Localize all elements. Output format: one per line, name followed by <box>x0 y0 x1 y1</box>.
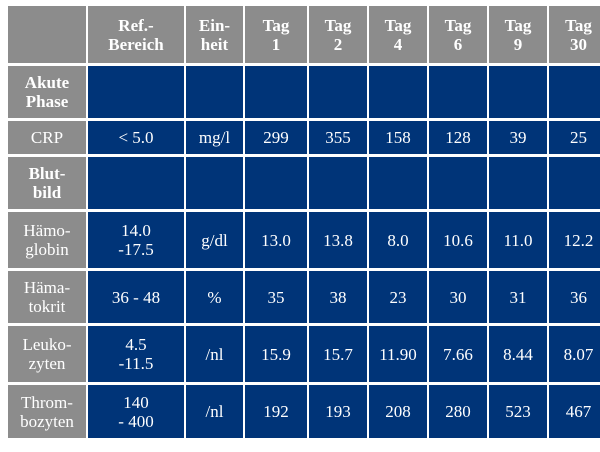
table-cell: 35 <box>245 271 307 323</box>
row-label: Leuko- zyten <box>8 326 86 382</box>
table-cell: 36 - 48 <box>88 271 184 323</box>
section-label: Akute Phase <box>8 66 86 118</box>
lab-values-table: Ref.- Bereich Ein- heit Tag 1 Tag 2 Tag 4 Tag… <box>8 6 600 440</box>
table-cell: 12.2 <box>549 212 600 268</box>
table-cell: g/dl <box>186 212 243 268</box>
table-cell <box>549 157 600 209</box>
row-label: Häma- tokrit <box>8 271 86 323</box>
header-day-4: Tag 4 <box>369 6 427 63</box>
table-cell: 15.7 <box>309 326 367 382</box>
table-cell <box>309 157 367 209</box>
table-cell: 467 <box>549 385 600 438</box>
table-cell: 192 <box>245 385 307 438</box>
table-cell: 36 <box>549 271 600 323</box>
table-cell: /nl <box>186 326 243 382</box>
table-cell: 523 <box>489 385 547 438</box>
table-cell <box>369 157 427 209</box>
table-cell: 8.44 <box>489 326 547 382</box>
header-day-1: Tag 1 <box>245 6 307 63</box>
table-cell: 13.8 <box>309 212 367 268</box>
table-cell: 193 <box>309 385 367 438</box>
table-cell: 299 <box>245 121 307 154</box>
table-cell <box>429 66 487 118</box>
table-cell <box>429 157 487 209</box>
table-cell <box>489 157 547 209</box>
table-cell: 30 <box>429 271 487 323</box>
table-cell: 355 <box>309 121 367 154</box>
table-cell: % <box>186 271 243 323</box>
table-cell: 208 <box>369 385 427 438</box>
table-cell <box>309 66 367 118</box>
table-cell: 38 <box>309 271 367 323</box>
table-cell: 11.0 <box>489 212 547 268</box>
table-cell: 8.07 <box>549 326 600 382</box>
table-cell: 39 <box>489 121 547 154</box>
table-cell: 25 <box>549 121 600 154</box>
row-label: CRP <box>8 121 86 154</box>
header-reference-range: Ref.- Bereich <box>88 6 184 63</box>
table-cell: 13.0 <box>245 212 307 268</box>
table-cell <box>186 66 243 118</box>
header-day-6: Tag 6 <box>429 6 487 63</box>
table-cell <box>489 66 547 118</box>
table-cell: /nl <box>186 385 243 438</box>
table-cell <box>245 66 307 118</box>
table-cell: < 5.0 <box>88 121 184 154</box>
header-day-30: Tag 30 <box>549 6 600 63</box>
table-cell: 280 <box>429 385 487 438</box>
section-label: Blut- bild <box>8 157 86 209</box>
table-cell <box>369 66 427 118</box>
table-cell: 140 - 400 <box>88 385 184 438</box>
table-cell: 158 <box>369 121 427 154</box>
row-label: Throm- bozyten <box>8 385 86 438</box>
table-cell: mg/l <box>186 121 243 154</box>
table-cell: 11.90 <box>369 326 427 382</box>
table-cell: 4.5 -11.5 <box>88 326 184 382</box>
table-cell: 23 <box>369 271 427 323</box>
table-cell <box>88 66 184 118</box>
table-cell: 31 <box>489 271 547 323</box>
table-cell: 128 <box>429 121 487 154</box>
table-cell <box>549 66 600 118</box>
table-cell <box>88 157 184 209</box>
header-corner <box>8 6 86 63</box>
header-day-9: Tag 9 <box>489 6 547 63</box>
header-unit: Ein- heit <box>186 6 243 63</box>
table-cell: 10.6 <box>429 212 487 268</box>
table-cell: 14.0 -17.5 <box>88 212 184 268</box>
table-cell: 8.0 <box>369 212 427 268</box>
table-cell: 7.66 <box>429 326 487 382</box>
table-cell <box>186 157 243 209</box>
table-cell: 15.9 <box>245 326 307 382</box>
header-day-2: Tag 2 <box>309 6 367 63</box>
row-label: Hämo- globin <box>8 212 86 268</box>
table-cell <box>245 157 307 209</box>
